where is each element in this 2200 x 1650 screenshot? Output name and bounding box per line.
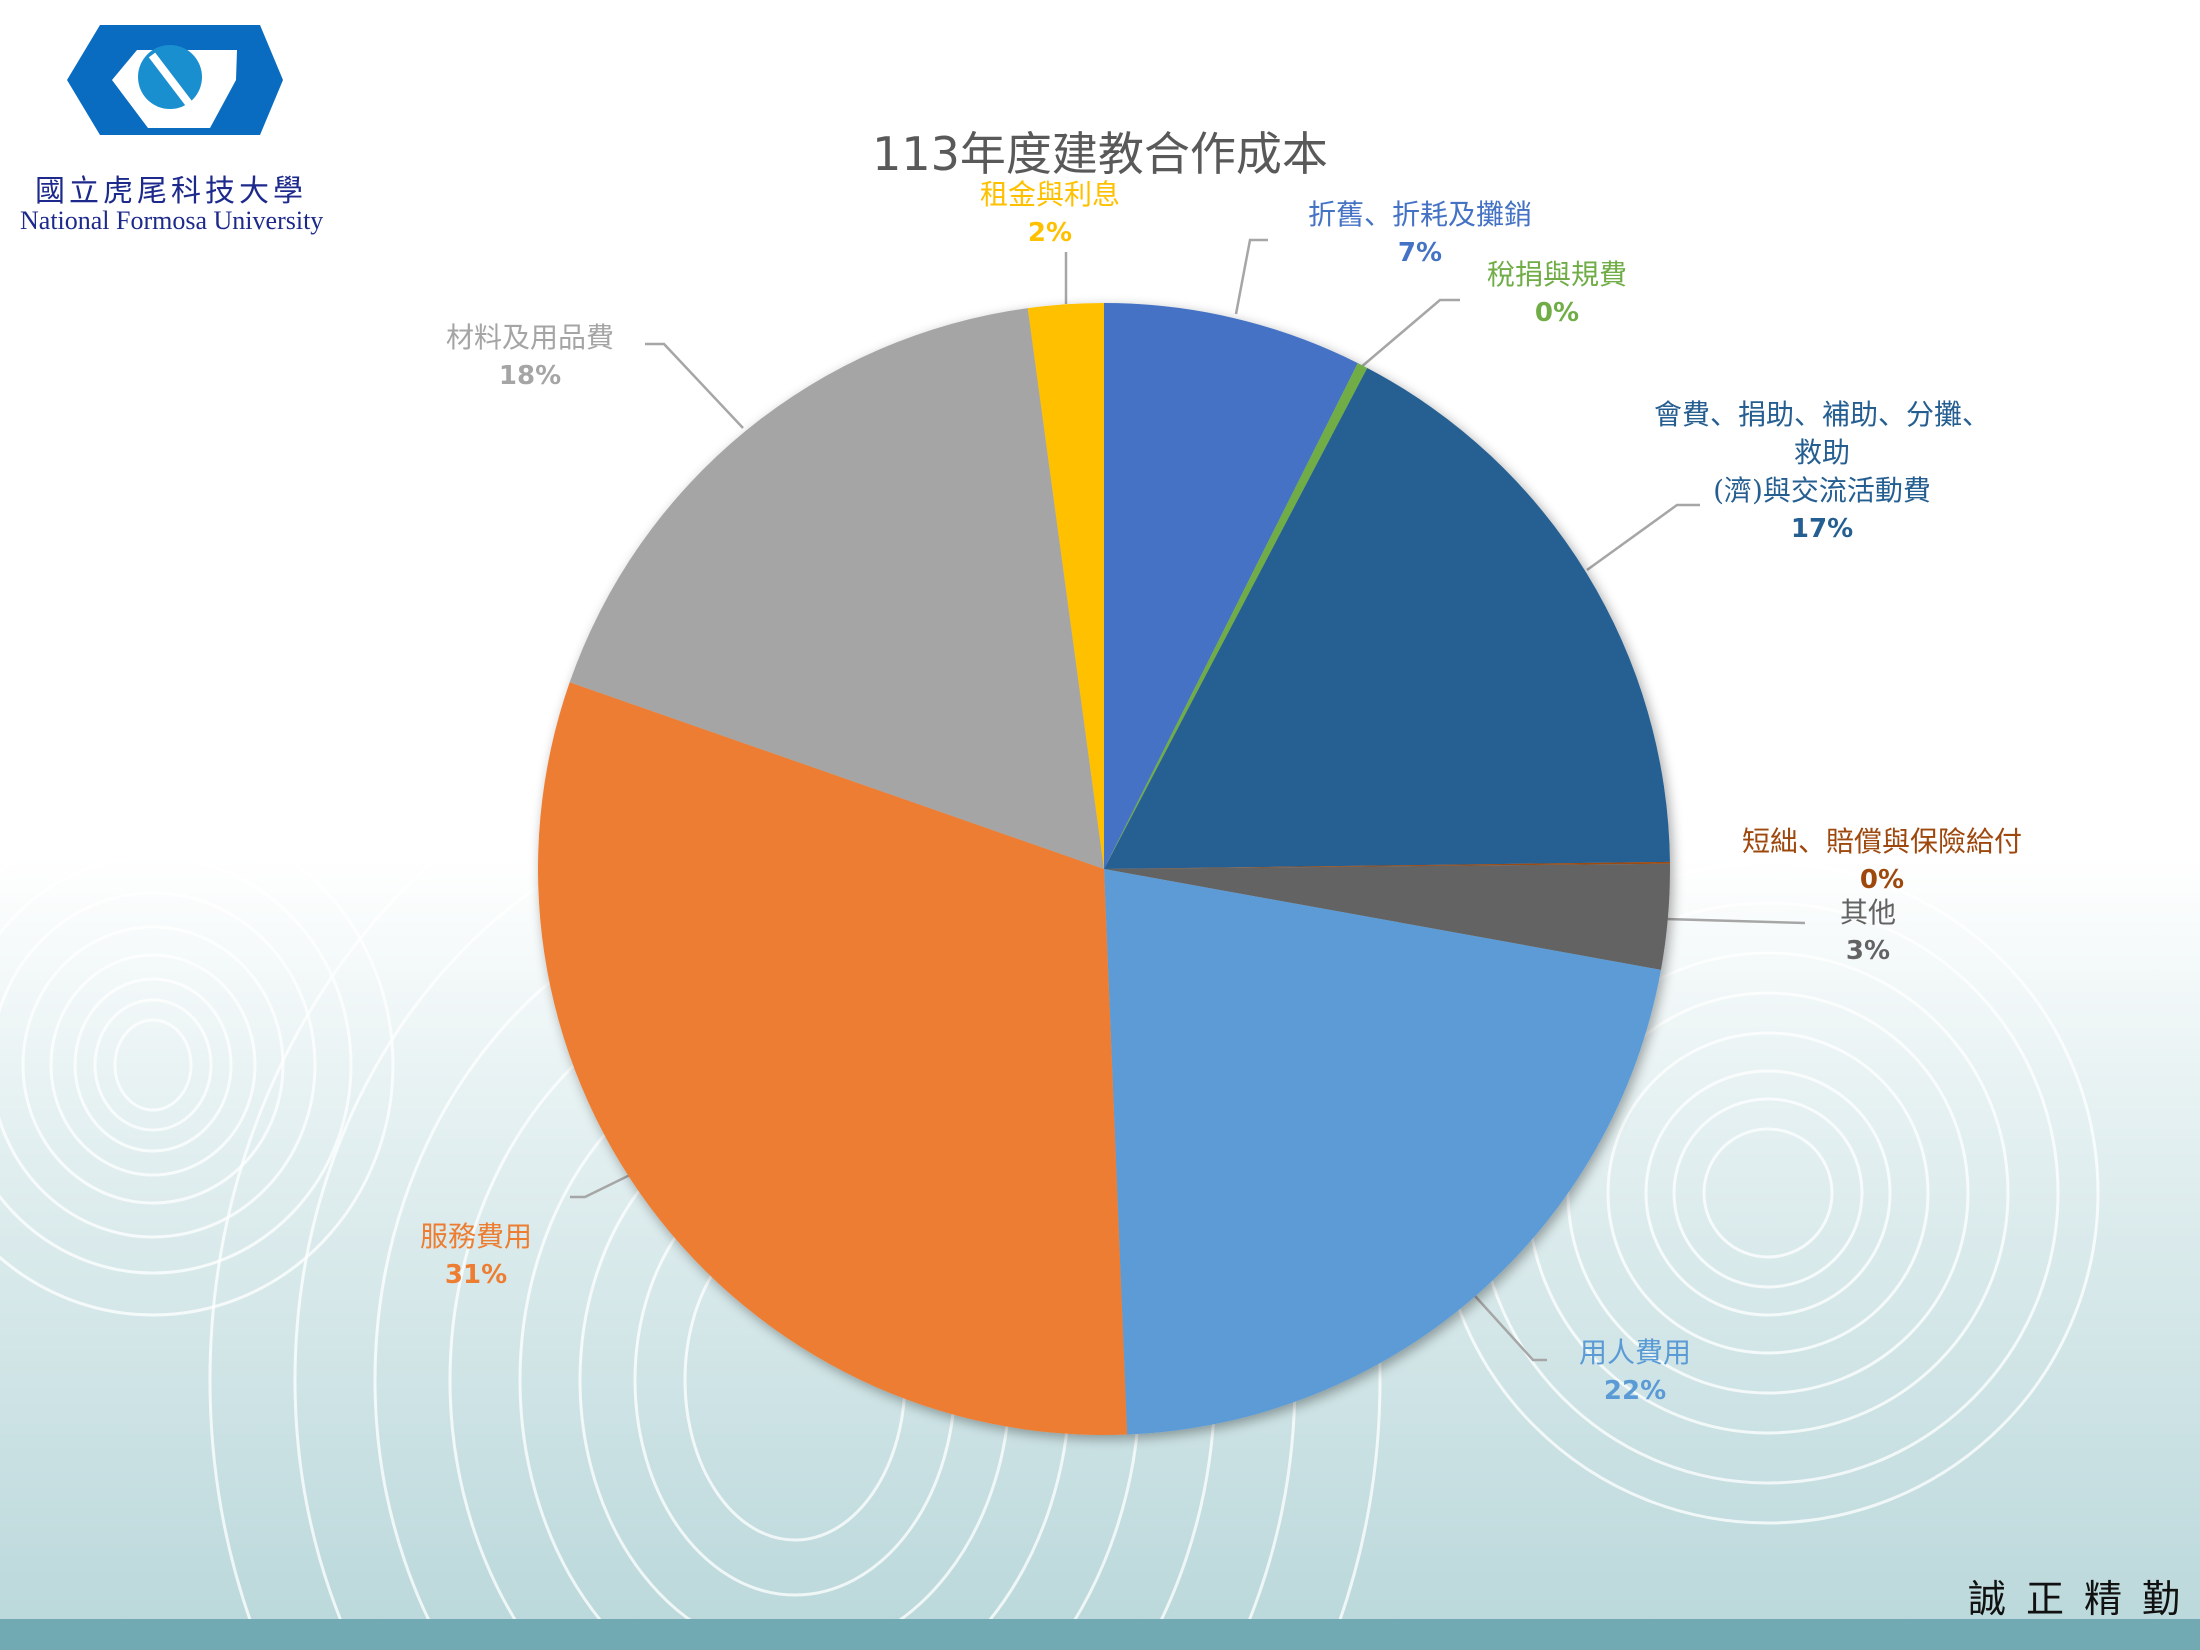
data-label-name: 救助	[1794, 436, 1851, 469]
data-label: 其他 3%	[1840, 894, 1896, 970]
data-label-name: (濟)與交流活動費	[1713, 474, 1931, 507]
data-label-percent: 0%	[1859, 865, 1905, 895]
data-label: 租金與利息 2%	[980, 176, 1120, 252]
data-label-percent: 17%	[1790, 514, 1854, 544]
data-label-name: 其他	[1840, 896, 1897, 929]
data-label-percent: 2%	[1027, 218, 1073, 248]
pie-slice	[1104, 861, 1670, 869]
data-label-percent: 7%	[1397, 238, 1443, 268]
data-label-name: 材料及用品費	[446, 321, 615, 354]
data-label-percent: 0%	[1534, 298, 1580, 328]
pie-slice	[569, 308, 1104, 869]
data-label-name: 服務費用	[420, 1220, 533, 1253]
pie-slice	[1104, 863, 1671, 970]
motto-text: 誠正精勤	[1968, 1577, 2200, 1621]
data-label: 會費、捐助、補助、分攤、 救助 (濟)與交流活動費 17%	[1654, 396, 1990, 548]
data-label: 服務費用 31%	[420, 1218, 532, 1294]
data-label-name: 用人費用	[1579, 1336, 1692, 1369]
data-label-name: 租金與利息	[980, 178, 1121, 211]
pie-slice	[1027, 303, 1104, 869]
footer-band	[0, 1619, 2200, 1650]
data-label: 稅捐與規費 0%	[1487, 256, 1627, 332]
data-label: 折舊、折耗及攤銷 7%	[1308, 196, 1532, 272]
data-label: 用人費用 22%	[1579, 1334, 1691, 1410]
pie-slice	[1104, 303, 1358, 869]
hexagon-logo-icon	[67, 25, 283, 135]
logo-text-english: National Formosa University	[20, 206, 324, 235]
data-label-name: 會費、捐助、補助、分攤、	[1654, 398, 1991, 431]
data-label-percent: 31%	[444, 1260, 508, 1290]
logo-text-chinese: 國立虎尾科技大學	[35, 174, 307, 209]
data-label-percent: 3%	[1845, 936, 1891, 966]
pie-slice	[1104, 869, 1661, 1435]
data-label-name: 折舊、折耗及攤銷	[1308, 198, 1533, 231]
data-label-name: 稅捐與規費	[1487, 258, 1628, 291]
data-label: 材料及用品費 18%	[446, 319, 614, 395]
leader-lines	[570, 238, 1806, 1362]
chart-title: 113年度建教合作成本	[872, 127, 1328, 181]
data-label-name: 短絀、賠償與保險給付	[1742, 825, 2023, 858]
data-label-percent: 18%	[498, 361, 562, 391]
data-label-percent: 22%	[1603, 1376, 1667, 1406]
pie-slice	[537, 682, 1128, 1435]
pie-slice	[1104, 363, 1368, 869]
data-label: 短絀、賠償與保險給付 0%	[1742, 823, 2022, 899]
university-logo: 國立虎尾科技大學 National Formosa University	[0, 0, 360, 250]
pie-slice	[1104, 367, 1670, 869]
